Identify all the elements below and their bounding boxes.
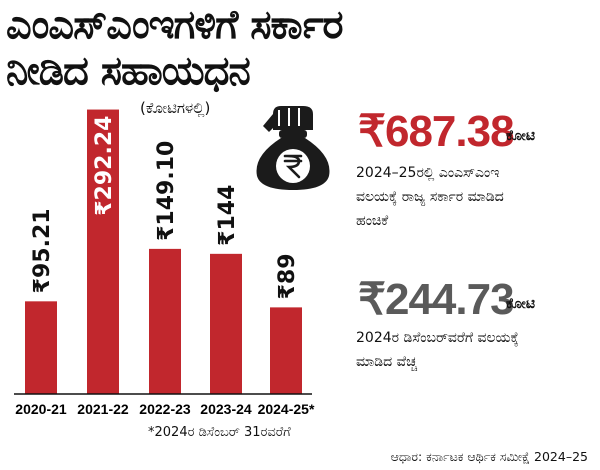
stat-allocation-desc-line: 2024–25ರಲ್ಲಿ ಎಂಎಸ್‌ಎಂಇ (356, 165, 500, 181)
stat-expenditure-value: ₹244.73 (358, 275, 515, 324)
stat-allocation-description: 2024–25ರಲ್ಲಿ ಎಂಎಸ್‌ಎಂಇ ವಲಯಕ್ಕೆ ರಾಜ್ಯ ಸರ್… (356, 161, 596, 233)
bar-2024-25* (270, 307, 302, 394)
x-tick-label: 2021-22 (77, 401, 129, 417)
x-tick-label: 2020-21 (15, 401, 67, 417)
bar-value-label: ₹292.24 (92, 116, 117, 216)
x-tick-label: 2024-25* (258, 401, 315, 417)
unit-note: (ಕೋಟಿಗಳಲ್ಲಿ) (140, 99, 211, 117)
stat-allocation-unit: ಕೋಟಿ (506, 128, 535, 144)
money-bag-rupee-icon (256, 106, 330, 190)
stat-allocation-desc-line: ವಲಯಕ್ಕೆ ರಾಜ್ಯ ಸರ್ಕಾರ ಮಾಡಿದ (356, 189, 504, 205)
source-note: ಆಧಾರ: ಕರ್ನಾಟಕ ಆರ್ಥಿಕ ಸಮೀಕ್ಷೆ 2024–25 (390, 449, 588, 464)
chart-title-line-2: ನೀಡಿದ ಸಹಾಯಧನ (6, 48, 251, 94)
stat-expenditure-desc-line: 2024ರ ಡಿಸೆಂಬರ್‌ವರೆಗೆ ವಲಯಕ್ಕೆ (356, 330, 519, 346)
stat-allocation-desc-line: ಹಂಚಿಕೆ (356, 213, 389, 229)
stat-expenditure-unit: ಕೋಟಿ (506, 296, 535, 312)
bar-2021-22 (87, 109, 119, 394)
bar-2020-21 (25, 301, 57, 394)
stat-allocation-value: ₹687.38 (358, 107, 515, 156)
bar-value-label: ₹89 (275, 253, 300, 299)
bar-2023-24 (210, 253, 242, 394)
bar-value-label: ₹149.10 (154, 141, 179, 241)
stat-expenditure-desc-line: ಮಾಡಿದ ವೆಚ್ಚ (356, 354, 418, 370)
stat-expenditure-description: 2024ರ ಡಿಸೆಂಬರ್‌ವರೆಗೆ ವಲಯಕ್ಕೆ ಮಾಡಿದ ವೆಚ್ಚ (356, 326, 596, 374)
footnote: *2024ರ ಡಿಸೆಂಬರ್ 31ರವರೆಗೆ (148, 425, 291, 440)
bar-value-label: ₹95.21 (30, 208, 55, 293)
bar-value-label: ₹144 (215, 185, 240, 246)
bar-2022-23 (149, 248, 181, 394)
x-tick-label: 2022-23 (139, 401, 191, 417)
chart-title-line-1: ಎಂಎಸ್‌ಎಂಇಗಳಿಗೆ ಸರ್ಕಾರ (6, 2, 344, 48)
x-tick-label: 2023-24 (200, 401, 252, 417)
